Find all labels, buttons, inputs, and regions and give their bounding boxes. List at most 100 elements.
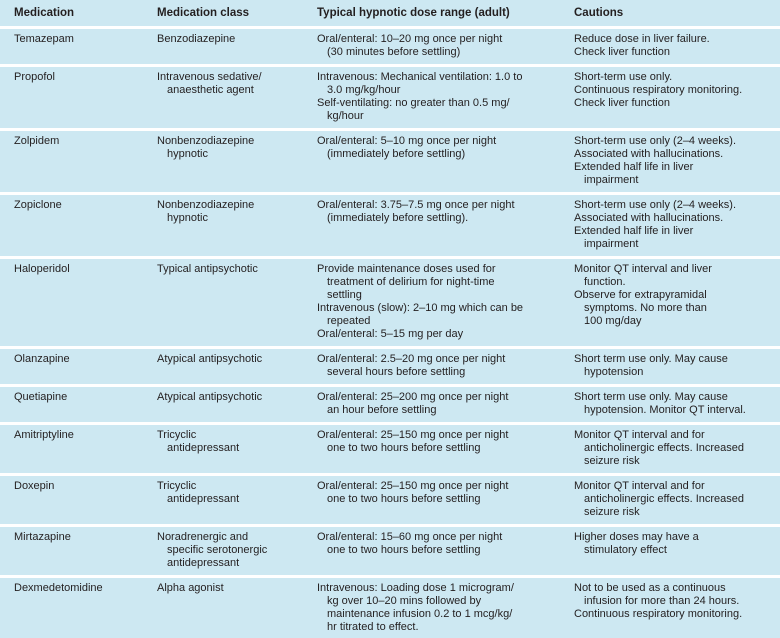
medication-cell: Propofol bbox=[0, 66, 157, 130]
cautions-cell: Reduce dose in liver failure. Check liver… bbox=[574, 28, 780, 66]
cell-line: anticholinergic effects. Increased bbox=[584, 493, 744, 505]
cell-line: Short term use only. May cause bbox=[574, 391, 728, 403]
cell-line: antidepressant bbox=[167, 557, 240, 569]
cell-line: Oral/enteral: 3.75–7.5 mg once per night bbox=[317, 199, 515, 211]
cell-line: Extended half life in liver bbox=[574, 225, 694, 237]
cell-line: Continuous respiratory monitoring. bbox=[574, 608, 743, 620]
cautions-cell: Monitor QT interval and liver function. Ob… bbox=[574, 258, 780, 348]
cell-line: specific serotonergic bbox=[167, 544, 268, 556]
cell-line: kg/hour bbox=[327, 110, 364, 122]
medication-class-cell: Alpha agonist bbox=[157, 577, 317, 638]
cell-line: Associated with hallucinations. bbox=[574, 212, 724, 224]
cautions-cell: Higher doses may have a stimulatory effec… bbox=[574, 526, 780, 577]
cell-line: hypotension. Monitor QT interval. bbox=[584, 404, 746, 416]
cell-line: 100 mg/day bbox=[584, 315, 642, 327]
table-body: Temazepam Benzodiazepine Oral/enteral: 10–… bbox=[0, 27, 780, 638]
table-row: Zopiclone Nonbenzodiazepine hypnotic Oral/e… bbox=[0, 193, 780, 258]
cell-line: Nonbenzodiazepine bbox=[157, 199, 255, 211]
cell-line: Higher doses may have a bbox=[574, 531, 699, 543]
cell-line: Monitor QT interval and liver bbox=[574, 263, 712, 275]
medication-class-cell: Tricyclic antidepressant bbox=[157, 424, 317, 475]
table-row: Haloperidol Typical antipsychotic Provide … bbox=[0, 257, 780, 348]
cautions-cell: Monitor QT interval and for anticholinerg… bbox=[574, 424, 780, 475]
cell-line: seizure risk bbox=[584, 455, 640, 467]
cell-line: Intravenous sedative/ bbox=[157, 71, 262, 83]
column-header-cautions: Cautions bbox=[574, 7, 624, 19]
table-row: Quetiapine Atypical antipsychotic Oral/ent… bbox=[0, 385, 780, 424]
table-row: Mirtazapine Noradrenergic and specific ser… bbox=[0, 525, 780, 577]
cautions-cell: Short-term use only. Continuous respirato… bbox=[574, 66, 780, 130]
cell-line: Continuous respiratory monitoring. bbox=[574, 84, 743, 96]
cell-line: Intravenous: Loading dose 1 microgram/ bbox=[317, 582, 514, 594]
cell-line: function. bbox=[584, 276, 626, 288]
table-header: Medication Medication class Typical hypn… bbox=[0, 0, 780, 28]
dose-range-cell: Oral/enteral: 3.75–7.5 mg once per night… bbox=[317, 194, 574, 258]
cell-line: (30 minutes before settling) bbox=[327, 46, 461, 58]
cell-line: Intravenous: Mechanical ventilation: 1.0… bbox=[317, 71, 523, 83]
cell-line: Mirtazapine bbox=[14, 531, 71, 543]
cell-line: Noradrenergic and bbox=[157, 531, 249, 543]
cell-line: Oral/enteral: 2.5–20 mg once per night bbox=[317, 353, 506, 365]
medication-cell: Zolpidem bbox=[0, 130, 157, 194]
cell-line: Quetiapine bbox=[14, 391, 68, 403]
cell-line: Oral/enteral: 25–200 mg once per night bbox=[317, 391, 509, 403]
medication-cell: Mirtazapine bbox=[0, 526, 157, 577]
cell-line: antidepressant bbox=[167, 493, 240, 505]
cell-line: Provide maintenance doses used for bbox=[317, 263, 496, 275]
medication-class-cell: Nonbenzodiazepine hypnotic bbox=[157, 194, 317, 258]
cell-line: Benzodiazepine bbox=[157, 33, 236, 45]
dose-range-cell: Oral/enteral: 10–20 mg once per night (30… bbox=[317, 28, 574, 66]
cell-line: Oral/enteral: 15–60 mg once per night bbox=[317, 531, 503, 543]
table-row: Olanzapine Atypical antipsychotic Oral/ent… bbox=[0, 347, 780, 386]
cell-line: seizure risk bbox=[584, 506, 640, 518]
medication-class-cell: Typical antipsychotic bbox=[157, 258, 317, 348]
cell-line: Monitor QT interval and for bbox=[574, 429, 705, 441]
medication-cell: Haloperidol bbox=[0, 258, 157, 348]
cell-line: Nonbenzodiazepine bbox=[157, 135, 255, 147]
cell-line: Typical antipsychotic bbox=[157, 263, 258, 275]
cell-line: Oral/enteral: 25–150 mg once per night bbox=[317, 480, 509, 492]
cautions-cell: Monitor QT interval and for anticholinerg… bbox=[574, 475, 780, 526]
table-row: Doxepin Tricyclic antidepressant Oral/enter… bbox=[0, 474, 780, 526]
cell-line: kg over 10–20 mins followed by bbox=[327, 595, 482, 607]
cell-line: Intravenous (slow): 2–10 mg which can be bbox=[317, 302, 524, 314]
cell-line: infusion for more than 24 hours. bbox=[584, 595, 740, 607]
cell-line: maintenance infusion 0.2 to 1 mcg/kg/ bbox=[327, 608, 513, 620]
cautions-cell: Short term use only. May cause hypotensio… bbox=[574, 386, 780, 424]
medication-class-cell: Atypical antipsychotic bbox=[157, 386, 317, 424]
table-row: Zolpidem Nonbenzodiazepine hypnotic Oral/en… bbox=[0, 129, 780, 194]
medication-cell: Amitriptyline bbox=[0, 424, 157, 475]
dose-range-cell: Oral/enteral: 25–200 mg once per night an… bbox=[317, 386, 574, 424]
medication-class-cell: Intravenous sedative/anaesthetic agent bbox=[157, 66, 317, 130]
cell-line: one to two hours before settling bbox=[327, 442, 481, 454]
cell-line: hr titrated to effect. bbox=[327, 621, 419, 633]
cell-line: Not to be used as a continuous bbox=[574, 582, 726, 594]
cell-line: (immediately before settling). bbox=[327, 212, 469, 224]
cell-line: Zopiclone bbox=[14, 199, 62, 211]
cell-line: stimulatory effect bbox=[584, 544, 667, 556]
medication-cell: Temazepam bbox=[0, 28, 157, 66]
cell-line: Amitriptyline bbox=[14, 429, 74, 441]
column-header-medication-class: Medication class bbox=[157, 7, 250, 19]
cell-line: Tricyclic bbox=[157, 480, 197, 492]
cell-line: Short-term use only. bbox=[574, 71, 673, 83]
cell-line: Monitor QT interval and for bbox=[574, 480, 705, 492]
cell-line: Check liver function bbox=[574, 46, 670, 58]
cell-line: Propofol bbox=[14, 71, 55, 83]
header-row: Medication Medication class Typical hypn… bbox=[0, 0, 780, 28]
cell-line: Oral/enteral: 10–20 mg once per night bbox=[317, 33, 503, 45]
medication-class-cell: Atypical antipsychotic bbox=[157, 348, 317, 386]
cell-line: repeated bbox=[327, 315, 371, 327]
medication-cell: Zopiclone bbox=[0, 194, 157, 258]
medication-cell: Quetiapine bbox=[0, 386, 157, 424]
dose-range-cell: Intravenous: Mechanical ventilation: 1.0… bbox=[317, 66, 574, 130]
cell-line: Short term use only. May cause bbox=[574, 353, 728, 365]
cell-line: one to two hours before settling bbox=[327, 544, 481, 556]
cell-line: several hours before settling bbox=[327, 366, 466, 378]
medication-class-cell: Noradrenergic and specific serotonergic an… bbox=[157, 526, 317, 577]
cell-line: symptoms. No more than bbox=[584, 302, 707, 314]
cell-line: Dexmedetomidine bbox=[14, 582, 103, 594]
cell-line: anaesthetic agent bbox=[167, 84, 254, 96]
medication-cell: Doxepin bbox=[0, 475, 157, 526]
